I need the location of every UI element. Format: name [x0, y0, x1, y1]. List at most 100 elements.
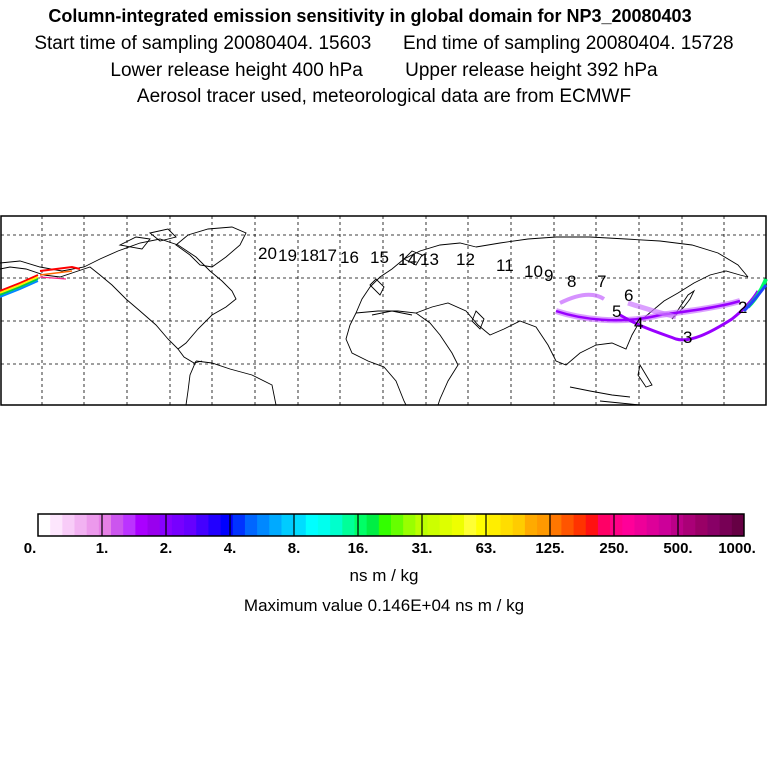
colorbar-tick-label: 63.	[476, 540, 497, 555]
colorbar-tick-label: 4.	[224, 540, 237, 555]
colorbar-swatch	[719, 514, 733, 536]
day-label: 12	[456, 250, 475, 269]
colorbar-swatch	[366, 514, 380, 536]
graticule	[1, 216, 766, 405]
colorbar-tick-label: 0.	[24, 540, 37, 555]
colorbar-swatch	[244, 514, 258, 536]
day-label: 8	[567, 272, 576, 291]
start-time: Start time of sampling 20080404. 15603	[34, 33, 372, 54]
sampling-times: Start time of sampling 20080404. 15603 E…	[0, 33, 768, 55]
colorbar-swatch	[695, 514, 708, 536]
colorbar-swatch	[86, 514, 100, 536]
day-labels: 2 3 4 5 6 7 8 9 10 11 12 13 14 15 16 17 …	[258, 244, 747, 347]
maximum-value: Maximum value 0.146E+04 ns m / kg	[243, 596, 525, 615]
day-label: 6	[624, 286, 633, 305]
day-label: 4	[634, 314, 643, 333]
colorbar-swatch	[317, 514, 331, 536]
world-map: 2 3 4 5 6 7 8 9 10 11 12 13 14 15 16 17 …	[0, 215, 768, 406]
colorbar-swatch	[451, 514, 465, 536]
colorbar-swatch	[683, 514, 696, 536]
colorbar-swatch	[622, 514, 635, 536]
colorbar-swatch	[670, 514, 684, 536]
day-label: 5	[612, 302, 621, 321]
colorbar-swatch	[476, 514, 489, 536]
colorbar-tick-label: 8.	[288, 540, 301, 555]
colorbar-swatch	[403, 514, 416, 536]
colorbar-swatch	[610, 514, 623, 536]
colorbar-tick-label: 1000.	[718, 540, 756, 555]
colorbar-swatch	[524, 514, 538, 536]
day-label: 13	[420, 250, 439, 269]
colorbar-swatch	[646, 514, 660, 536]
day-label: 11	[496, 256, 514, 275]
colorbar-swatch	[378, 514, 392, 536]
colorbar-swatch	[281, 514, 295, 536]
colorbar-swatch	[330, 514, 343, 536]
colorbar-swatch	[196, 514, 209, 536]
day-label: 2	[738, 298, 747, 317]
colorbar-swatch	[269, 514, 282, 536]
colorbar-swatch	[111, 514, 124, 536]
colorbar-swatch	[208, 514, 222, 536]
lower-release-height: Lower release height 400 hPa	[110, 60, 363, 81]
colorbar-swatch	[464, 514, 477, 536]
release-heights: Lower release height 400 hPa Upper relea…	[0, 60, 768, 82]
colorbar-swatch	[549, 514, 562, 536]
colorbar-tick-label: 16.	[348, 540, 369, 555]
colorbar-swatch	[257, 514, 270, 536]
plume	[0, 265, 768, 342]
colorbar-swatch	[500, 514, 514, 536]
day-label: 16	[340, 248, 359, 267]
colorbar-swatch	[561, 514, 575, 536]
colorbar-swatch	[171, 514, 185, 536]
colorbar-swatch	[731, 514, 745, 536]
colorbar-swatches	[38, 514, 745, 536]
colorbar-swatch	[439, 514, 453, 536]
colorbar-swatch	[342, 514, 355, 536]
day-label: 20	[258, 244, 277, 263]
colorbar-swatch	[585, 514, 599, 536]
tracer-info: Aerosol tracer used, meteorological data…	[136, 86, 632, 107]
colorbar-swatch	[707, 514, 721, 536]
colorbar-swatch	[220, 514, 234, 536]
colorbar-swatch	[50, 514, 63, 536]
end-time: End time of sampling 20080404. 15728	[403, 33, 734, 54]
colorbar-swatch	[135, 514, 149, 536]
colorbar-swatch	[597, 514, 611, 536]
day-label: 7	[597, 272, 606, 291]
colorbar-tick-label: 1.	[96, 540, 109, 555]
colorbar-tick-label: 31.	[412, 540, 433, 555]
colorbar-swatch	[38, 514, 51, 536]
colorbar-swatch	[305, 514, 319, 536]
colorbar-swatch	[634, 514, 648, 536]
colorbar-tick-labels: 0. 1. 2. 4. 8. 16. 31. 63. 125. 250. 500…	[24, 540, 756, 555]
colorbar-swatch	[123, 514, 136, 536]
map-title: Column-integrated emission sensitivity i…	[48, 6, 692, 26]
day-label: 19	[278, 246, 297, 265]
day-label: 18	[300, 246, 319, 265]
day-label: 10	[524, 262, 543, 281]
day-label: 14	[398, 250, 417, 269]
colorbar-swatch	[658, 514, 672, 536]
colorbar-ticks	[101, 514, 679, 536]
coastlines	[0, 226, 749, 406]
colorbar-tick-label: 2.	[160, 540, 173, 555]
colorbar-swatch	[537, 514, 550, 536]
colorbar: 0. 1. 2. 4. 8. 16. 31. 63. 125. 250. 500…	[24, 513, 756, 555]
day-label: 17	[318, 246, 337, 265]
day-label: 9	[544, 266, 553, 285]
colorbar-swatch	[62, 514, 76, 536]
colorbar-swatch	[427, 514, 441, 536]
colorbar-frame	[37, 513, 745, 537]
colorbar-swatch	[232, 514, 246, 536]
colorbar-swatch	[391, 514, 404, 536]
colorbar-swatch	[573, 514, 587, 536]
colorbar-tick-label: 500.	[663, 540, 692, 555]
colorbar-swatch	[184, 514, 197, 536]
colorbar-swatch	[98, 514, 112, 536]
upper-release-height: Upper release height 392 hPa	[405, 60, 658, 81]
day-label: 3	[683, 328, 692, 347]
colorbar-swatch	[512, 514, 526, 536]
colorbar-swatch	[74, 514, 88, 536]
colorbar-swatch	[354, 514, 368, 536]
